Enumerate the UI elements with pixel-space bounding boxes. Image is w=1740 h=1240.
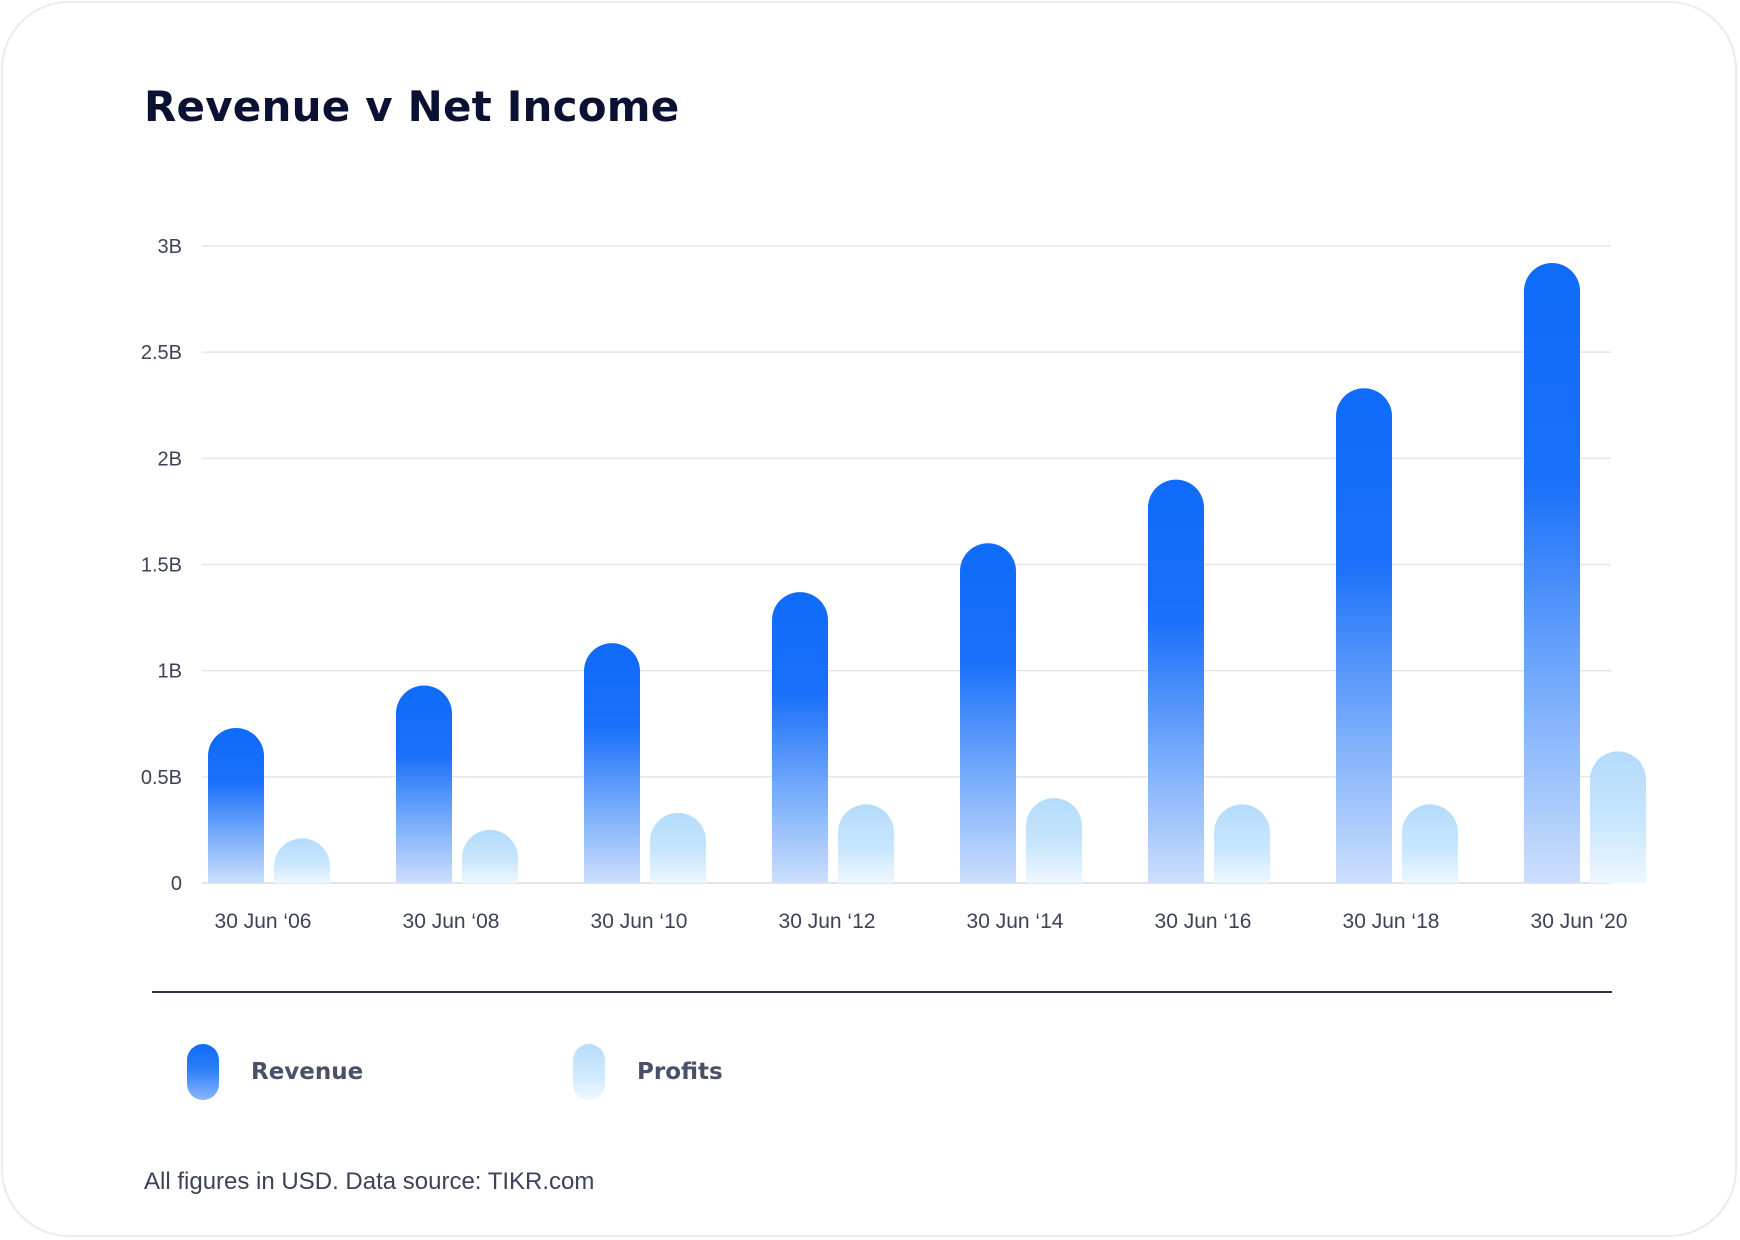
legend-item-revenue: Revenue [187,1043,363,1101]
profits-bar [1590,751,1646,883]
data-source-footnote: All figures in USD. Data source: TIKR.co… [144,1168,595,1195]
x-tick-label: 30 Jun ‘18 [1343,910,1440,933]
revenue-bar [772,592,828,883]
y-tick-label: 1B [158,661,182,683]
revenue-bar [1148,479,1204,883]
y-tick-label: 1.5B [141,555,182,577]
profits-bar [650,812,706,883]
legend-divider [152,991,1612,993]
profits-bar [274,838,330,883]
revenue-bar [208,727,264,883]
x-tick-label: 30 Jun ‘20 [1531,910,1628,933]
x-tick-label: 30 Jun ‘14 [967,910,1064,933]
bars [208,262,1646,883]
legend-label-profits: Profits [637,1059,723,1085]
profits-bar [1214,804,1270,883]
revenue-bar [1524,262,1580,883]
revenue-bar [584,643,640,883]
profits-bar [1026,798,1082,883]
revenue-bar [396,685,452,883]
y-tick-label: 0.5B [141,767,182,789]
revenue-bar [960,543,1016,883]
x-axis-ticks: 30 Jun ‘06 30 Jun ‘08 30 Jun ‘10 30 Jun ‘12… [215,910,1628,933]
revenue-bar [1336,388,1392,883]
x-tick-label: 30 Jun ‘12 [779,910,876,933]
y-axis-ticks: 0 0.5B 1B 1.5B 2B 2.5B 3B [141,236,182,895]
chart-title: Revenue v Net Income [144,82,680,131]
y-tick-label: 2B [158,448,182,470]
y-tick-label: 2.5B [141,342,182,364]
profits-bar [1402,804,1458,883]
legend-item-profits: Profits [573,1043,723,1101]
x-tick-label: 30 Jun ‘06 [215,910,312,933]
y-tick-label: 0 [171,873,182,895]
y-tick-label: 3B [158,236,182,258]
x-tick-label: 30 Jun ‘08 [403,910,500,933]
legend-swatch-revenue [187,1044,219,1100]
x-tick-label: 30 Jun ‘10 [591,910,688,933]
x-tick-label: 30 Jun ‘16 [1155,910,1252,933]
profits-bar [838,804,894,883]
legend-swatch-profits [573,1044,605,1100]
legend-label-revenue: Revenue [251,1059,364,1085]
profits-bar [462,829,518,883]
